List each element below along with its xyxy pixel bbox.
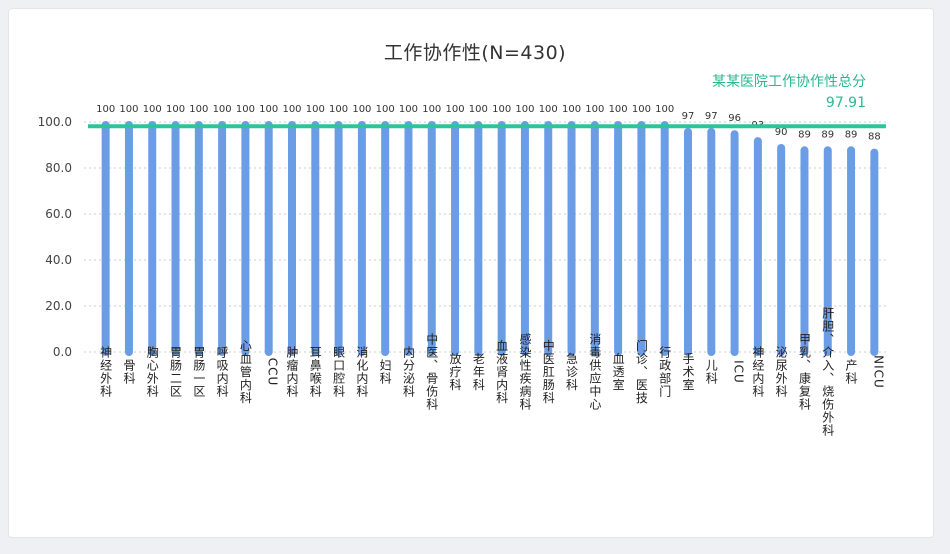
data-label: 100 — [282, 104, 301, 115]
chart-title: 工作协作性(N=430) — [383, 42, 567, 64]
x-tick-label: 行政部门 — [658, 346, 672, 398]
data-label: 100 — [119, 104, 138, 115]
x-tick-label: 血液肾内科 — [495, 339, 509, 404]
data-label: 100 — [259, 104, 278, 115]
data-label: 90 — [775, 127, 788, 138]
x-tick-label: 心血管内科 — [238, 339, 252, 404]
x-tick-label: 老年科 — [471, 352, 485, 391]
y-tick-label: 80.0 — [45, 161, 72, 175]
reference-line-label: 某某医院工作协作性总分 — [712, 74, 866, 90]
data-label: 100 — [352, 104, 371, 115]
x-tick-label: 急诊科 — [565, 351, 579, 391]
x-tick-label: 肝胆、介入、烧伤外科 — [821, 307, 835, 437]
data-label: 100 — [306, 104, 325, 115]
data-label: 100 — [492, 104, 511, 115]
data-label: 100 — [189, 104, 208, 115]
x-tick-label: NICU — [871, 355, 885, 389]
data-label: 100 — [399, 104, 418, 115]
x-tick-label: 门诊、医技 — [634, 338, 648, 404]
data-label: 89 — [798, 129, 811, 140]
data-label: 100 — [143, 104, 162, 115]
x-tick-label: 甲乳、康复科 — [797, 333, 811, 411]
x-tick-label: 胸心外科 — [145, 345, 159, 398]
data-label: 89 — [845, 129, 858, 140]
data-label: 100 — [469, 104, 488, 115]
data-label: 100 — [236, 104, 255, 115]
x-tick-label: 呼吸内科 — [215, 346, 229, 398]
x-tick-label: 手术室 — [681, 352, 695, 391]
data-label: 100 — [515, 104, 534, 115]
data-label: 100 — [376, 104, 395, 115]
data-label: 97 — [705, 111, 718, 122]
data-label: 100 — [96, 104, 115, 115]
x-tick-label: 消毒供应中心 — [588, 333, 602, 411]
data-label: 100 — [655, 104, 674, 115]
data-label: 100 — [329, 104, 348, 115]
x-tick-label: 胃肠一区 — [192, 346, 206, 398]
x-tick-label: 泌尿外科 — [774, 346, 788, 398]
x-tick-label: 血透室 — [611, 352, 625, 391]
data-label: 100 — [609, 104, 628, 115]
x-tick-label: 神经内科 — [751, 346, 765, 398]
x-tick-label: 神经外科 — [99, 346, 113, 398]
x-tick-label: 耳鼻喉科 — [308, 346, 322, 398]
x-tick-label: 骨科 — [122, 359, 136, 385]
data-label: 97 — [682, 111, 695, 122]
x-tick-label: CCU — [266, 358, 280, 387]
x-tick-label: 眼口腔科 — [332, 346, 346, 398]
data-label: 100 — [422, 104, 441, 115]
reference-legend: 某某医院工作协作性总分 97.91 — [712, 72, 866, 114]
y-tick-label: 20.0 — [45, 299, 72, 313]
reference-line-value: 97.91 — [825, 95, 866, 111]
x-tick-label: 产科 — [844, 359, 858, 385]
x-tick-label: 肿瘤内科 — [285, 345, 299, 398]
data-label: 100 — [632, 104, 651, 115]
x-tick-label: 妇科 — [378, 359, 392, 385]
data-label: 89 — [821, 129, 834, 140]
x-tick-label: 儿科 — [704, 359, 718, 385]
data-label: 100 — [562, 104, 581, 115]
x-tick-label: 消化内科 — [355, 346, 369, 398]
y-tick-label: 40.0 — [45, 253, 72, 267]
x-tick-label: 放疗科 — [448, 351, 462, 391]
data-label: 100 — [539, 104, 558, 115]
data-label: 100 — [166, 104, 185, 115]
x-tick-label: 胃肠二区 — [169, 346, 183, 398]
x-tick-label: 内分泌科 — [401, 346, 415, 398]
y-tick-label: 0.0 — [53, 345, 72, 359]
data-label: 100 — [213, 104, 232, 115]
data-label: 100 — [585, 104, 604, 115]
x-tick-label: 中医、骨伤科 — [425, 332, 439, 411]
y-tick-label: 60.0 — [45, 207, 72, 221]
data-label: 88 — [868, 132, 881, 143]
data-label: 96 — [728, 113, 741, 124]
y-tick-label: 100.0 — [38, 115, 72, 129]
x-tick-label: 中医肛肠科 — [541, 338, 555, 404]
x-tick-label: ICU — [732, 360, 746, 384]
x-tick-label: 感染性疾病科 — [518, 332, 532, 411]
data-label: 100 — [446, 104, 465, 115]
